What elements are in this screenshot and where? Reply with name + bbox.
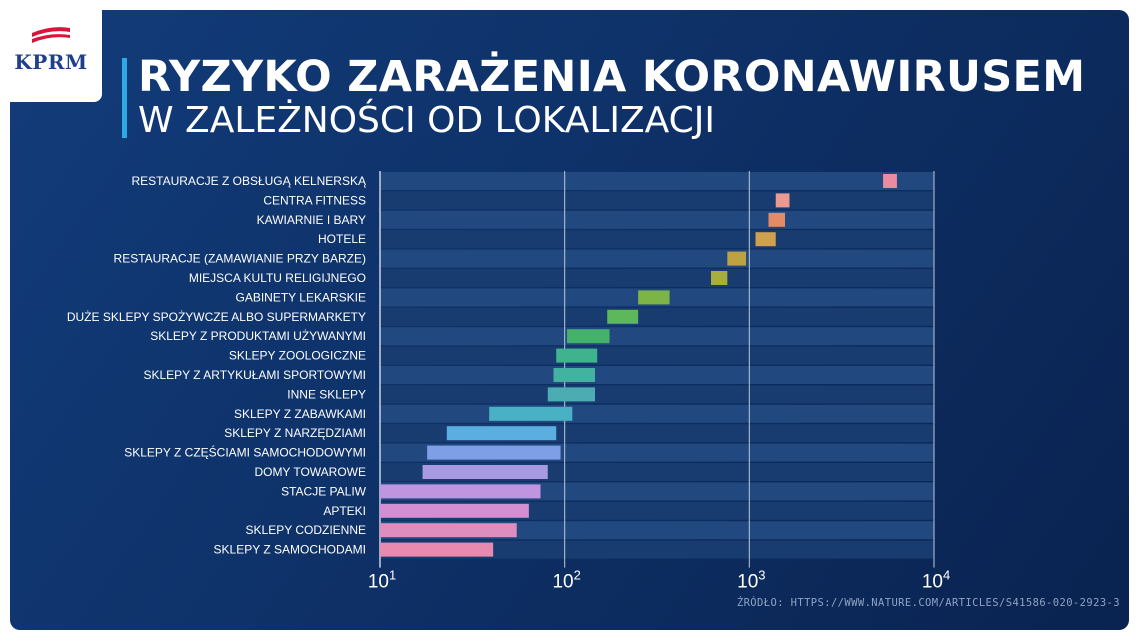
category-label: RESTAURACJE (ZAMAWIANIE PRZY BARZE) [114, 252, 366, 266]
category-label: SKLEPY Z ARTYKUŁAMI SPORTOWYMI [143, 368, 366, 382]
range-bar [380, 523, 517, 538]
range-bar [883, 174, 897, 188]
row-band [380, 269, 934, 287]
row-band [380, 540, 934, 559]
range-bar [710, 271, 728, 285]
kprm-logo: KPRM [0, 0, 102, 102]
category-label: INNE SKLEPY [287, 387, 366, 401]
title-accent-bar [122, 58, 127, 138]
row-band [380, 191, 934, 210]
category-label: RESTAURACJE Z OBSŁUGĄ KELNERSKĄ [131, 174, 367, 188]
range-bar [775, 193, 790, 208]
page-subtitle: W ZALEŻNOŚCI OD LOKALIZACJI [138, 100, 716, 141]
category-label: APTEKI [323, 504, 366, 518]
range-bar [380, 542, 494, 557]
range-bar [427, 445, 561, 460]
range-bar [638, 290, 670, 305]
category-label: SKLEPY Z NARZĘDZIAMI [224, 426, 366, 440]
range-bar [607, 309, 639, 324]
page-title: RYZYKO ZARAŻENIA KORONAWIRUSEM [138, 52, 1086, 102]
row-band [380, 521, 934, 540]
range-bar [556, 348, 598, 363]
range-bar [380, 503, 529, 518]
category-label: SKLEPY Z SAMOCHODAMI [214, 543, 366, 557]
source-note: ŹRÓDŁO: HTTPS://WWW.NATURE.COM/ARTICLES/… [736, 597, 1120, 609]
category-label: HOTELE [318, 232, 366, 246]
range-bar [422, 465, 548, 479]
x-tick-label: 101 [368, 568, 396, 593]
row-band [380, 210, 934, 229]
range-bar [768, 212, 785, 227]
row-band [380, 307, 934, 326]
category-label: SKLEPY Z ZABAWKAMI [234, 407, 366, 421]
row-band [380, 327, 934, 346]
range-bar [489, 406, 573, 421]
category-label: SKLEPY ZOOLOGICZNE [229, 349, 366, 363]
row-band [380, 404, 934, 423]
category-label: GABINETY LEKARSKIE [236, 290, 367, 304]
row-band [380, 366, 934, 384]
row-band [380, 172, 934, 190]
category-label: DUŻE SKLEPY SPOŻYWCZE ALBO SUPERMARKETY [67, 310, 366, 324]
range-bar [727, 251, 747, 266]
category-label: KAWIARNIE I BARY [257, 213, 366, 227]
row-band [380, 385, 934, 404]
range-bar [380, 484, 541, 499]
range-bar [567, 329, 610, 344]
category-label: CENTRA FITNESS [263, 193, 366, 207]
row-band [380, 346, 934, 365]
range-bar [446, 426, 557, 441]
range-bar [547, 387, 596, 402]
flag-icon [32, 27, 70, 43]
category-label: SKLEPY Z PRODUKTAMI UŻYWANYMI [150, 329, 366, 343]
category-label: MIEJSCA KULTU RELIGIJNEGO [189, 271, 366, 285]
category-label: SKLEPY Z CZĘŚCIAMI SAMOCHODOWYMI [124, 445, 366, 460]
category-label: STACJE PALIW [281, 484, 367, 498]
x-tick-label: 102 [552, 568, 580, 593]
logo-text: KPRM [14, 50, 88, 74]
range-bar [553, 368, 596, 382]
range-bar [755, 232, 776, 247]
row-band [380, 230, 934, 249]
x-tick-label: 103 [737, 568, 765, 593]
category-label: DOMY TOWAROWE [254, 465, 366, 479]
x-tick-label: 104 [922, 568, 950, 593]
row-band [380, 249, 934, 268]
category-label: SKLEPY CODZIENNE [246, 523, 366, 537]
